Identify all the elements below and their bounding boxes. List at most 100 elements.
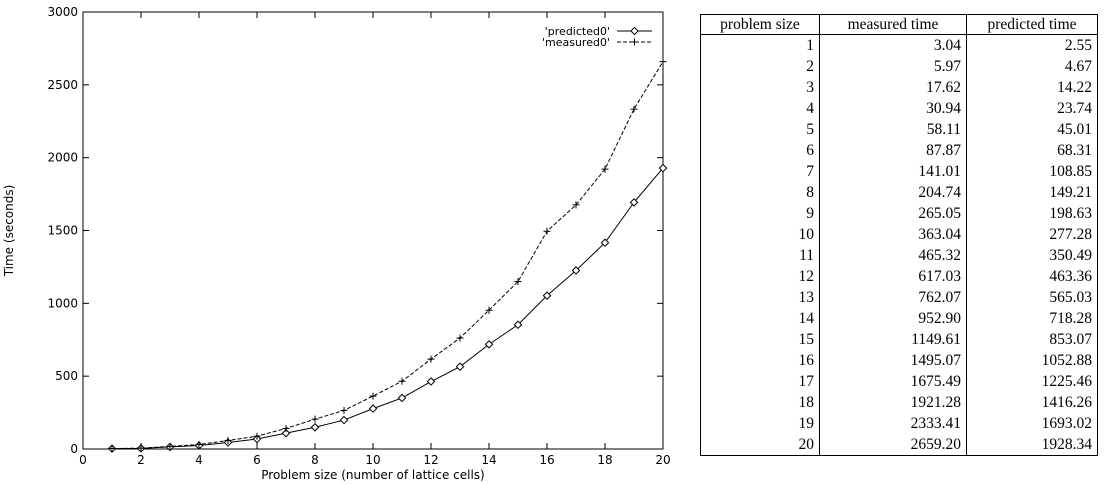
x-tick-label: 14: [481, 453, 496, 467]
y-tick-label: 0: [70, 442, 78, 456]
cell-problem-size: 5: [806, 121, 814, 138]
cell-problem-size: 6: [806, 142, 814, 159]
cell-predicted-time: 718.28: [966, 308, 1098, 329]
x-tick-label: 4: [195, 453, 203, 467]
cell-predicted-time: 853.07: [966, 329, 1098, 350]
table-row: 20 2659.20 1928.34: [701, 434, 1098, 456]
cell-measured-time: 58.11: [819, 119, 967, 140]
cell-problem-size: 16: [798, 352, 815, 369]
data-point-1-11: [427, 355, 435, 363]
cell-predicted-time: 1225.46: [966, 371, 1098, 392]
cell-problem-size: 9: [806, 205, 814, 222]
cell-measured-time: 265.05: [819, 203, 967, 224]
cell-predicted-time: 45.01: [966, 119, 1098, 140]
column-header-predicted-time: predicted time: [966, 14, 1098, 35]
cell-predicted-time: 2.55: [966, 34, 1098, 56]
cell-problem-size: 11: [799, 247, 814, 264]
table-row: 2 5.97 4.67: [701, 56, 1098, 77]
table-row: 14 952.90 718.28: [701, 308, 1098, 329]
data-point-legend-1: [631, 38, 638, 46]
cell-problem-size: 12: [798, 268, 815, 285]
data-point-1-0: [108, 445, 116, 453]
data-table: problem size measured time predicted tim…: [700, 14, 1098, 456]
table-row: 7 141.01 108.85: [701, 161, 1098, 182]
legend-label-0: 'predicted0': [545, 25, 610, 38]
cell-predicted-time: 23.74: [966, 98, 1098, 119]
cell-measured-time: 1921.28: [819, 392, 967, 413]
cell-predicted-time: 277.28: [966, 224, 1098, 245]
cell-problem-size: 13: [798, 289, 815, 306]
table-row: 5 58.11 45.01: [701, 119, 1098, 140]
table-row: 15 1149.61 853.07: [701, 329, 1098, 350]
line-chart: 0 2 4 6 8 10 12 14 16 18 20 0 500 1000 1500 2000 2500 300…: [2, 5, 671, 482]
data-point-1-3: [195, 440, 203, 448]
cell-problem-size: 2: [806, 58, 814, 75]
data-point-1-8: [340, 406, 348, 414]
plot-frame: [82, 11, 664, 450]
cell-predicted-time: 350.49: [966, 245, 1098, 266]
data-point-0-18: [629, 198, 639, 207]
y-tick-label: 500: [55, 369, 78, 383]
data-point-0-16: [571, 266, 581, 275]
y-tick-label: 1500: [47, 224, 78, 238]
x-tick-label: 6: [253, 453, 261, 467]
table-row: 3 17.62 14.22: [701, 77, 1098, 98]
data-point-0-14: [513, 320, 523, 330]
x-tick-label: 10: [365, 453, 380, 467]
data-point-1-12: [456, 334, 464, 342]
table-row: 16 1495.07 1052.88: [701, 350, 1098, 371]
table-row: 4 30.94 23.74: [701, 98, 1098, 119]
cell-measured-time: 30.94: [819, 98, 967, 119]
x-tick-label: 16: [539, 453, 554, 467]
cell-predicted-time: 565.03: [966, 287, 1098, 308]
cell-predicted-time: 1416.26: [966, 392, 1098, 413]
cell-predicted-time: 1052.88: [966, 350, 1098, 371]
y-axis-label: Time (seconds): [2, 185, 16, 278]
data-point-0-9: [368, 404, 378, 413]
data-point-1-16: [572, 201, 580, 209]
cell-measured-time: 1149.61: [819, 329, 967, 350]
table-header-row: problem size measured time predicted tim…: [700, 14, 1098, 35]
cell-predicted-time: 68.31: [966, 140, 1098, 161]
data-point-1-9: [369, 392, 377, 400]
data-point-1-13: [485, 306, 493, 314]
cell-problem-size: 18: [798, 394, 815, 411]
cell-measured-time: 465.32: [819, 245, 967, 266]
table-row: 18 1921.28 1416.26: [701, 392, 1098, 413]
data-point-1-17: [601, 165, 609, 173]
cell-measured-time: 1495.07: [819, 350, 967, 371]
y-tick-label: 1000: [47, 296, 78, 310]
cell-measured-time: 204.74: [819, 182, 967, 203]
data-point-1-15: [543, 227, 551, 235]
data-point-1-1: [137, 444, 145, 452]
cell-problem-size: 17: [798, 373, 815, 390]
cell-measured-time: 87.87: [819, 140, 967, 161]
table-row: 6 87.87 68.31: [701, 140, 1098, 161]
chart-svg: 0 2 4 6 8 10 12 14 16 18 20 0 500 1000 1500 2000 2500 300…: [2, 5, 671, 482]
x-axis-label: Problem size (number of lattice cells): [261, 468, 484, 482]
cell-measured-time: 363.04: [819, 224, 967, 245]
legend-label-1: 'measured0': [542, 36, 610, 49]
data-point-0-15: [542, 291, 552, 300]
data-point-1-5: [253, 432, 261, 440]
data-point-1-10: [398, 377, 406, 385]
data-table-container: problem size measured time predicted tim…: [700, 14, 1100, 470]
table-row: 11 465.32 350.49: [701, 245, 1098, 266]
data-point-1-7: [311, 415, 319, 423]
cell-problem-size: 14: [798, 310, 815, 327]
cell-measured-time: 1675.49: [819, 371, 967, 392]
cell-problem-size: 10: [798, 226, 815, 243]
table-row: 8 204.74 149.21: [701, 182, 1098, 203]
data-point-1-2: [166, 442, 174, 450]
cell-measured-time: 3.04: [819, 34, 967, 56]
column-header-problem-size: problem size: [700, 14, 820, 35]
cell-problem-size: 7: [806, 163, 814, 180]
data-point-0-10: [397, 393, 407, 403]
table-row: 9 265.05 198.63: [701, 203, 1098, 224]
x-tick-label: 20: [655, 453, 670, 467]
data-point-1-6: [282, 424, 290, 432]
cell-measured-time: 17.62: [819, 77, 967, 98]
cell-problem-size: 20: [798, 436, 815, 453]
cell-measured-time: 617.03: [819, 266, 967, 287]
table-row: 19 2333.41 1693.02: [701, 413, 1098, 434]
